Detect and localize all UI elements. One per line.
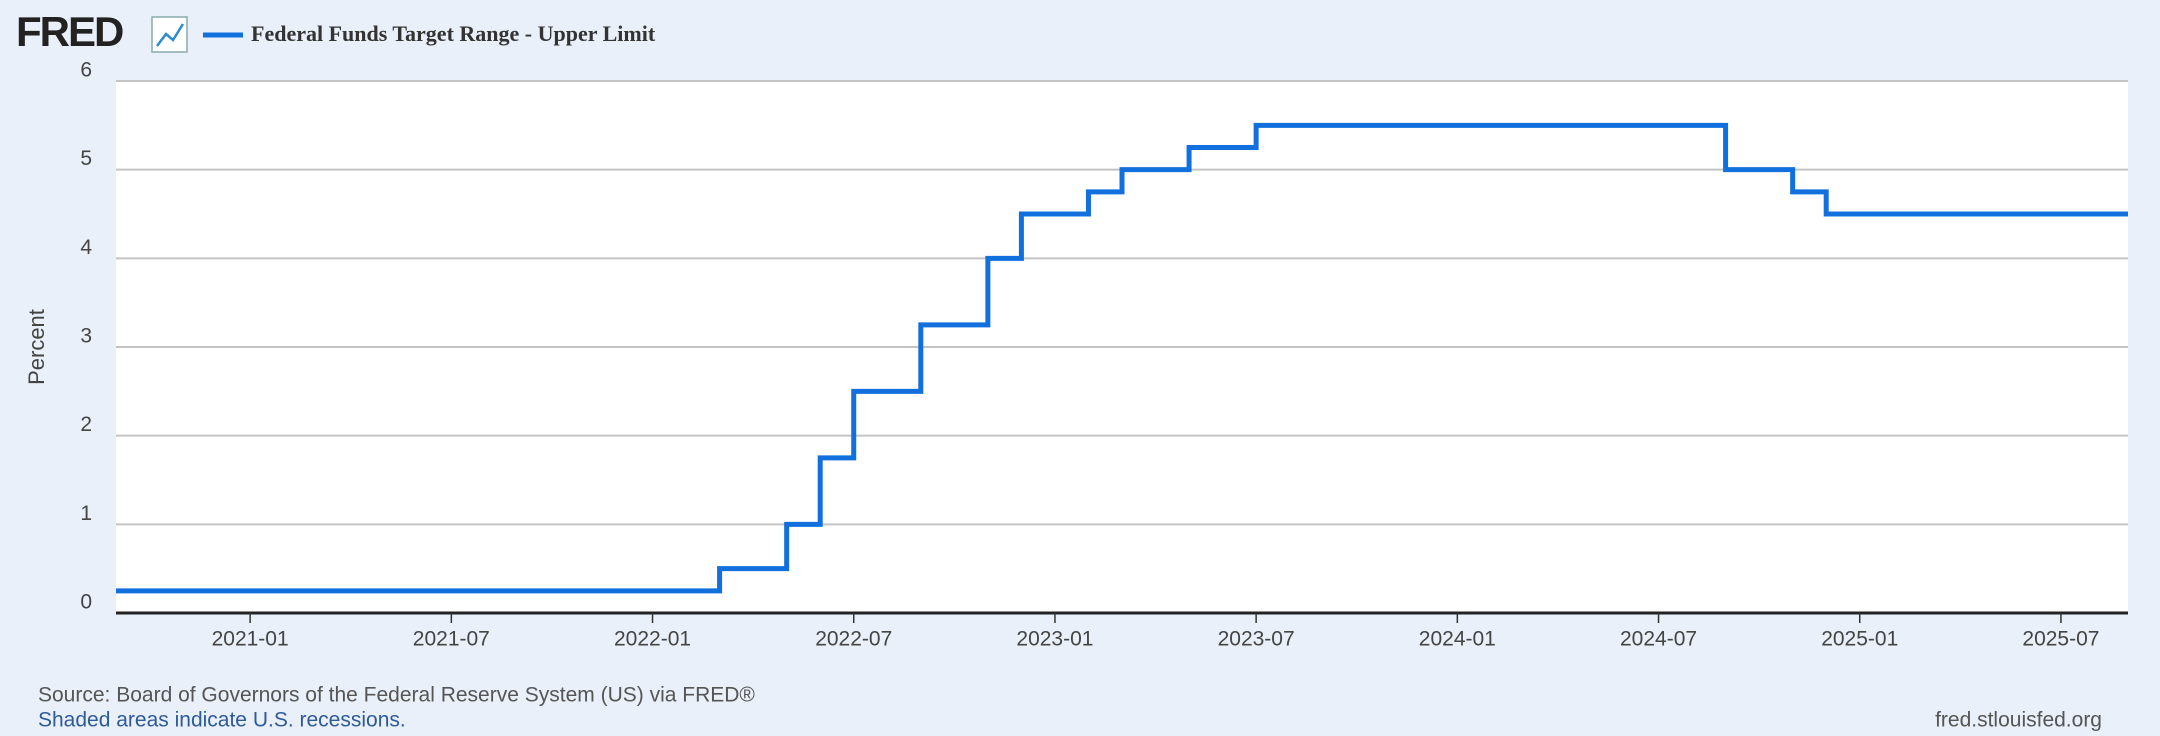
x-tick-label: 2023-01 <box>1016 628 1093 651</box>
y-tick-label: 3 <box>80 325 92 348</box>
x-tick-label: 2024-07 <box>1620 628 1697 651</box>
legend-label: Federal Funds Target Range - Upper Limit <box>251 21 656 46</box>
y-tick-label: 0 <box>80 591 92 614</box>
x-tick-label: 2024-01 <box>1419 628 1496 651</box>
y-tick-label: 4 <box>80 236 92 259</box>
logo-icon <box>151 16 188 53</box>
source: Source: Board of Governors of the Federa… <box>38 684 755 707</box>
y-tick-label: 2 <box>80 413 92 436</box>
x-tick-label: 2021-07 <box>413 628 490 651</box>
x-tick-label: 2025-07 <box>2022 628 2099 651</box>
note[interactable]: Shaded areas indicate U.S. recessions. <box>38 709 406 732</box>
x-tick-label: 2021-01 <box>212 628 289 651</box>
x-tick-label: 2025-01 <box>1821 628 1898 651</box>
x-tick-label: 2023-07 <box>1218 628 1295 651</box>
y-axis-label: Percent <box>24 309 49 385</box>
y-tick-label: 6 <box>80 59 92 82</box>
logo: FRED <box>16 8 123 55</box>
y-tick-label: 5 <box>80 147 92 170</box>
x-tick-label: 2022-07 <box>815 628 892 651</box>
y-tick-label: 1 <box>80 502 92 525</box>
site[interactable]: fred.stlouisfed.org <box>1935 709 2102 732</box>
series-line <box>116 122 2128 594</box>
x-tick-label: 2022-01 <box>614 628 691 651</box>
